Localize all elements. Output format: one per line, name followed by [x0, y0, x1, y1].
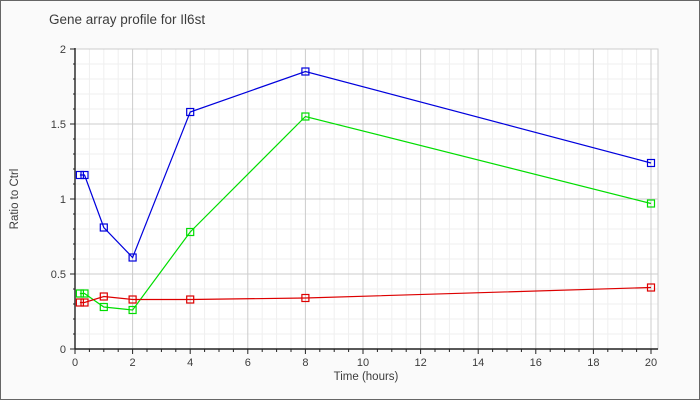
x-tick-label: 20	[645, 357, 657, 369]
series-green-marker	[75, 289, 84, 298]
series-red-marker	[301, 293, 310, 303]
chart-title: Gene array profile for Il6st	[49, 12, 206, 27]
series-blue-marker	[75, 170, 84, 180]
series-blue-marker	[80, 170, 89, 180]
series-red-marker	[646, 283, 656, 292]
x-tick-label: 4	[187, 357, 193, 369]
y-tick-label: 1	[60, 194, 66, 206]
series-green-marker	[646, 199, 656, 208]
series-blue-marker	[99, 223, 108, 232]
series-blue-marker	[646, 158, 656, 168]
x-tick-label: 8	[302, 357, 308, 369]
series-green-line	[79, 115, 652, 311]
series-red-line	[79, 286, 652, 304]
series-blue-marker	[186, 107, 195, 117]
series-red-marker	[186, 295, 195, 304]
series-red-marker	[80, 298, 89, 307]
series-green-marker	[99, 302, 108, 312]
series-red-marker	[75, 298, 84, 307]
x-tick-label: 10	[357, 357, 369, 369]
series-green-marker	[301, 112, 310, 121]
series-green-marker	[80, 289, 89, 298]
series-red-marker	[99, 292, 108, 301]
series-blue-line	[79, 70, 652, 259]
y-tick-label: 1.5	[51, 119, 66, 131]
x-tick-label: 18	[587, 357, 599, 369]
series-blue-marker	[128, 253, 137, 262]
y-tick-label: 0.5	[51, 269, 66, 281]
x-axis-label: Time (hours)	[333, 371, 399, 383]
series-red-marker	[128, 295, 137, 304]
x-tick-label: 0	[72, 357, 78, 369]
x-tick-label: 2	[130, 357, 136, 369]
x-tick-label: 12	[414, 357, 426, 369]
x-tick-label: 16	[530, 357, 542, 369]
y-tick-label: 0	[60, 344, 66, 356]
series-green-marker	[128, 305, 137, 315]
series-blue-marker	[301, 67, 310, 76]
x-tick-label: 6	[245, 357, 251, 369]
series-green-marker	[186, 227, 195, 237]
y-tick-label: 2	[60, 44, 66, 56]
x-tick-label: 14	[472, 357, 484, 369]
